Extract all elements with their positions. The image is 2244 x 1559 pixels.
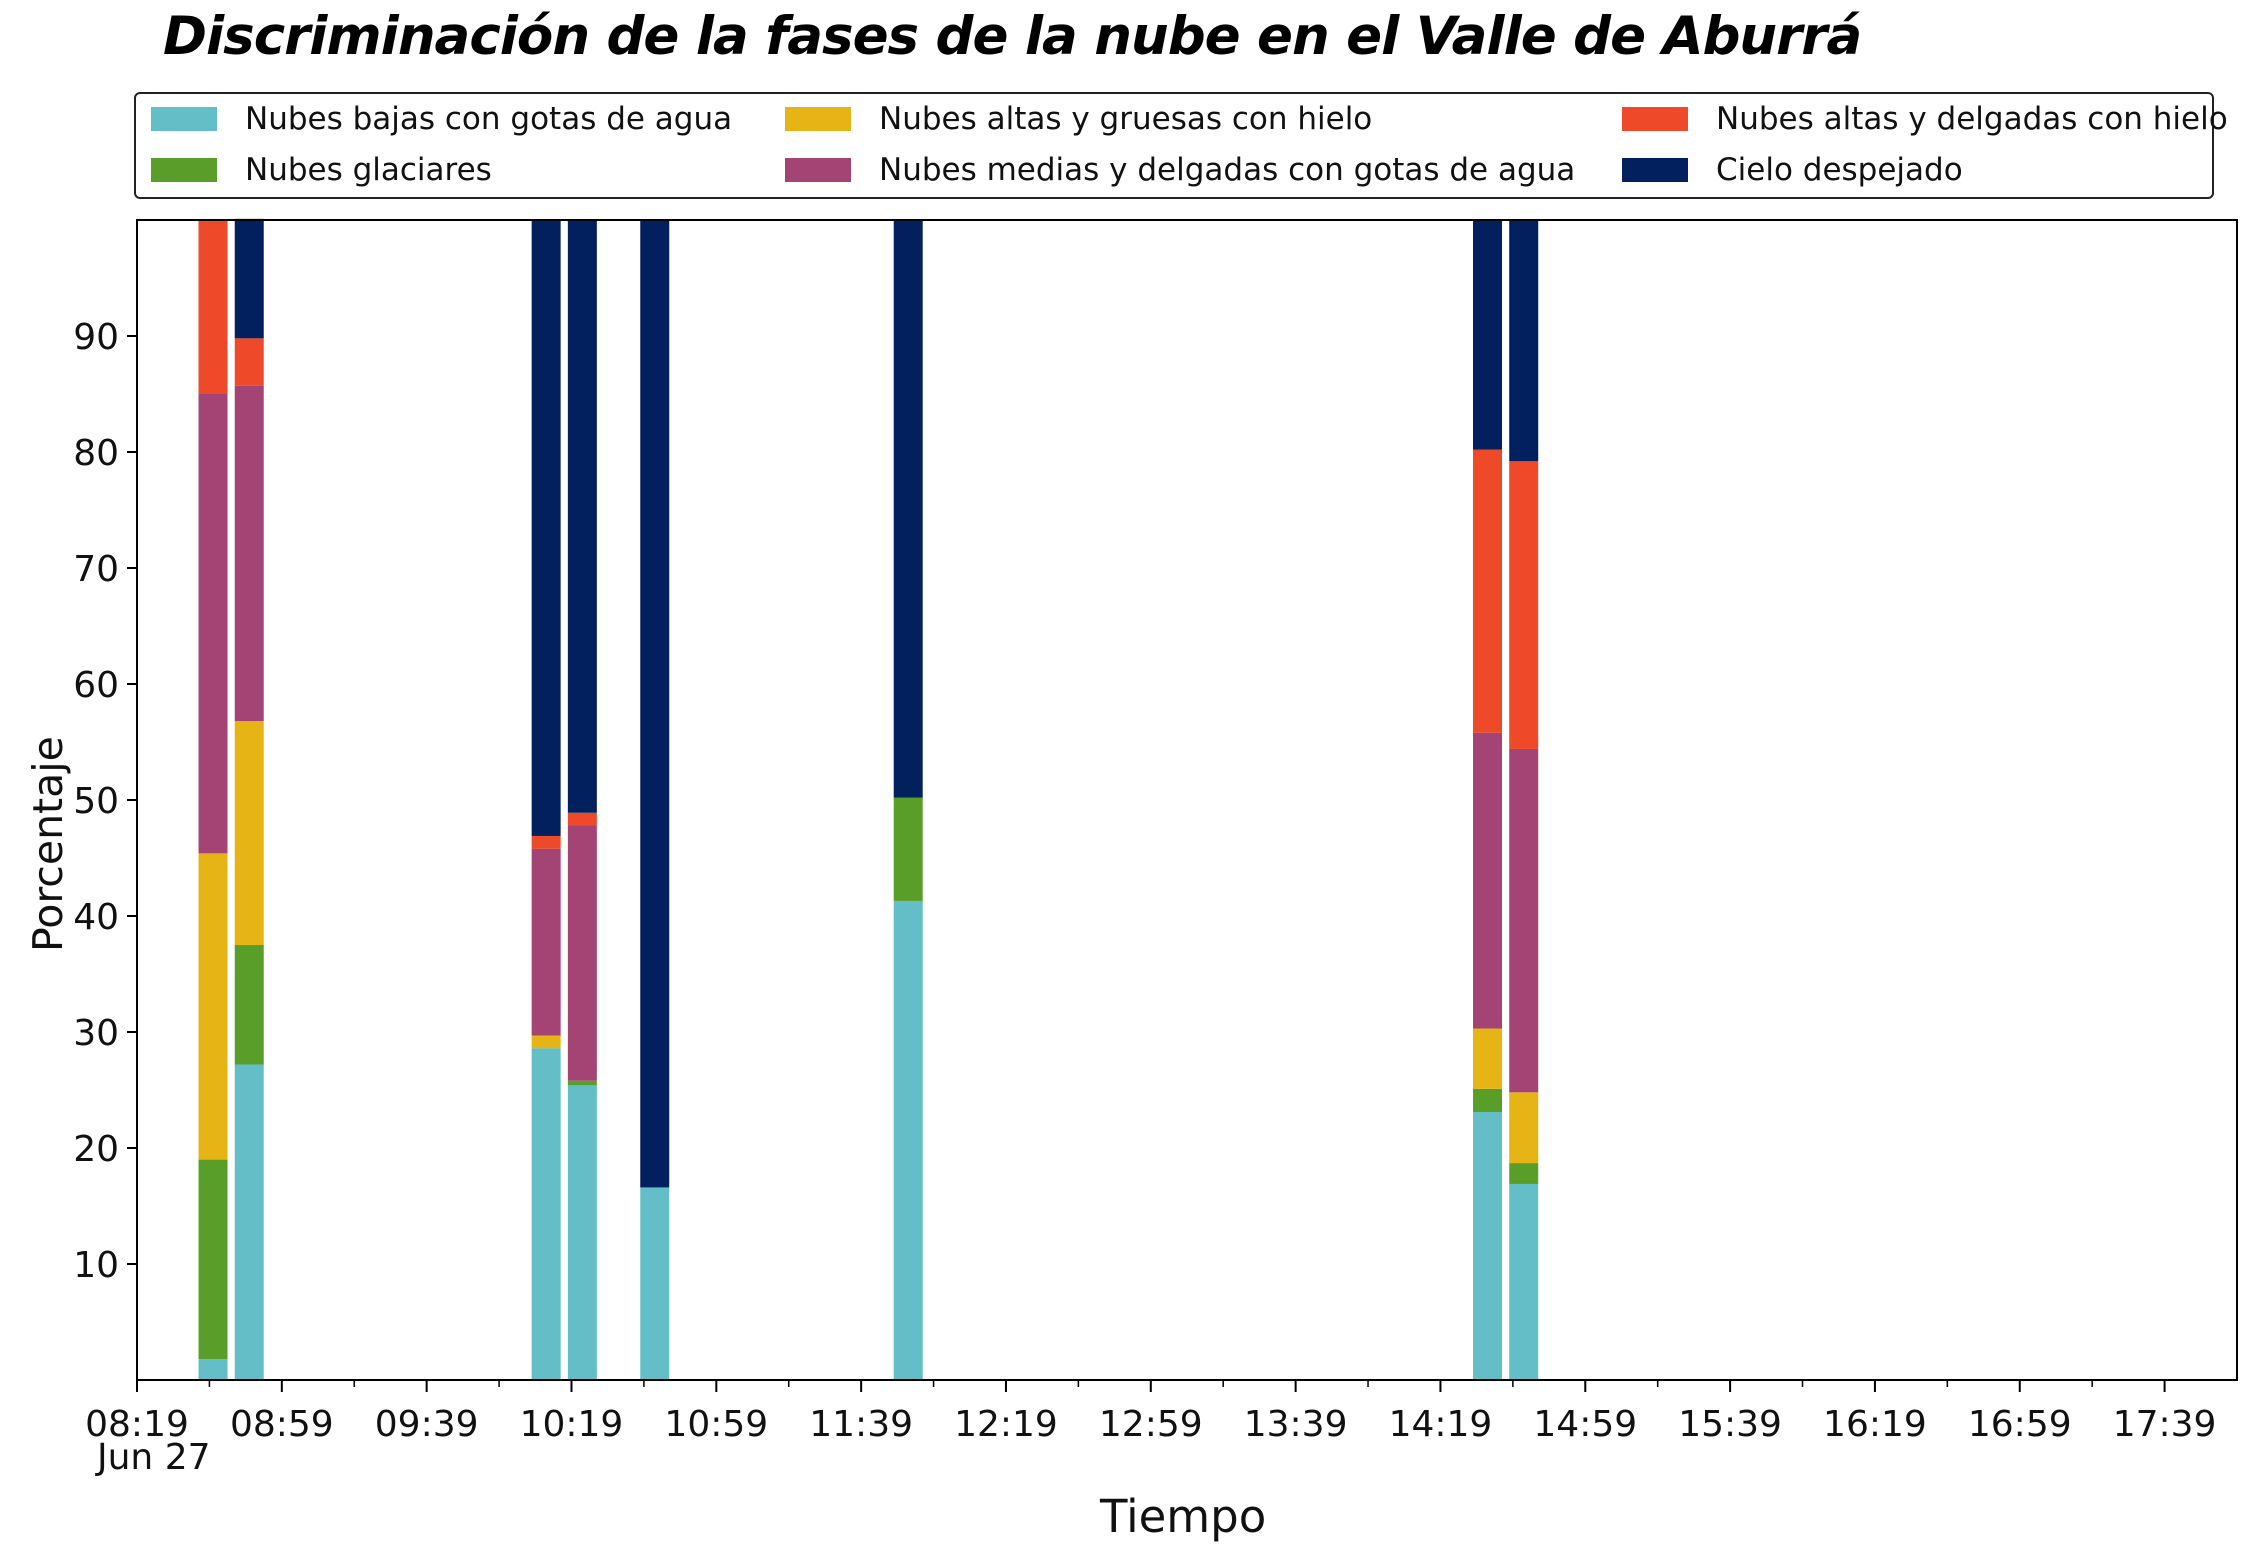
legend-swatch <box>785 158 851 182</box>
y-tick-label: 50 <box>73 781 119 822</box>
x-tick-label: 11:39 <box>809 1404 913 1445</box>
bar-segment <box>198 853 228 1160</box>
bar-segment <box>234 385 264 722</box>
bar-segment <box>198 394 228 854</box>
x-axis-label: Tiempo <box>1100 1490 1267 1543</box>
bar-segment <box>234 338 264 386</box>
y-tick-label: 90 <box>73 317 119 358</box>
bar-segment <box>640 1187 670 1380</box>
legend-swatch <box>1622 158 1688 182</box>
bar-segment <box>1509 220 1539 462</box>
legend-item: Nubes glaciares <box>151 150 492 190</box>
legend-label: Nubes medias y delgadas con gotas de agu… <box>879 152 1576 188</box>
y-tick-label: 10 <box>73 1245 119 1286</box>
x-tick-label: 16:19 <box>1823 1404 1927 1445</box>
y-tick-label: 80 <box>73 433 119 474</box>
bar-segment <box>1509 748 1539 1093</box>
bar-segment <box>567 1085 597 1380</box>
legend-item: Nubes altas y delgadas con hielo <box>1622 99 2228 139</box>
bar-segment <box>531 848 561 1036</box>
x-tick-label: 13:39 <box>1244 1404 1348 1445</box>
legend-swatch <box>1622 107 1688 131</box>
bar-segment <box>531 1048 561 1380</box>
y-tick-label: 30 <box>73 1013 119 1054</box>
legend-label: Nubes glaciares <box>245 152 492 188</box>
bar-segment <box>234 218 264 339</box>
bar-segment <box>531 835 561 849</box>
bar-segment <box>1473 732 1503 1029</box>
y-tick-label: 70 <box>73 549 119 590</box>
bar-segment <box>198 1359 228 1380</box>
bar-segment <box>567 825 597 1081</box>
chart-title: Discriminación de la fases de la nube en… <box>163 6 1862 67</box>
legend-item: Nubes bajas con gotas de agua <box>151 99 732 139</box>
y-tick-label: 20 <box>73 1129 119 1170</box>
legend-swatch <box>785 107 851 131</box>
legend-label: Nubes altas y gruesas con hielo <box>879 101 1373 137</box>
x-tick-label: 12:19 <box>954 1404 1058 1445</box>
x-tick-label: 08:19 <box>85 1404 189 1445</box>
bar-segment <box>893 797 923 901</box>
bar-segment <box>198 220 228 394</box>
bar-segment <box>234 945 264 1065</box>
plot-frame <box>136 219 2238 1381</box>
bar-segment <box>567 220 597 813</box>
bar-segment <box>893 900 923 1380</box>
legend-item: Nubes medias y delgadas con gotas de agu… <box>785 150 1575 190</box>
legend-label: Cielo despejado <box>1716 152 1963 188</box>
bar-segment <box>1473 449 1503 733</box>
y-axis-label: Porcentaje <box>24 736 72 952</box>
y-tick-label: 60 <box>73 665 119 706</box>
x-tick-label: 12:59 <box>1099 1404 1203 1445</box>
x-tick-label: 14:19 <box>1389 1404 1493 1445</box>
y-tick-label: 40 <box>73 897 119 938</box>
legend: Nubes bajas con gotas de agua Nubes glaci… <box>134 92 2228 199</box>
x-tick-label: 14:59 <box>1533 1404 1637 1445</box>
bar-segment <box>1509 1092 1539 1164</box>
legend-swatch <box>151 158 217 182</box>
x-tick-label: 16:59 <box>1968 1404 2072 1445</box>
bar-segment <box>567 812 597 826</box>
bar-segment <box>640 220 670 1188</box>
bar-segment <box>567 1080 597 1086</box>
x-tick-label: 15:39 <box>1678 1404 1782 1445</box>
x-date-label: Jun 27 <box>97 1437 211 1478</box>
bar-segment <box>893 220 923 798</box>
x-tick-label: 10:59 <box>664 1404 768 1445</box>
x-tick-label: 08:59 <box>230 1404 334 1445</box>
bar-segment <box>1509 461 1539 749</box>
bar-segment <box>1473 1112 1503 1380</box>
bar-segment <box>198 1159 228 1360</box>
x-tick-label: 10:19 <box>520 1404 624 1445</box>
legend-label: Nubes altas y delgadas con hielo <box>1716 101 2228 137</box>
bar-segment <box>531 1035 561 1049</box>
bar-segment <box>234 1064 264 1380</box>
bar-segment <box>1473 220 1503 450</box>
bar-segment <box>1473 1088 1503 1113</box>
legend-item: Cielo despejado <box>1622 150 1963 190</box>
legend-swatch <box>151 107 217 131</box>
bar-segment <box>1509 1183 1539 1380</box>
x-tick-label: 17:39 <box>2113 1404 2217 1445</box>
x-tick-label: 09:39 <box>375 1404 479 1445</box>
legend-item: Nubes altas y gruesas con hielo <box>785 99 1372 139</box>
bar-segment <box>531 220 561 836</box>
legend-label: Nubes bajas con gotas de agua <box>245 101 733 137</box>
bar-segment <box>234 721 264 945</box>
bar-segment <box>1473 1028 1503 1089</box>
bar-segment <box>1509 1163 1539 1184</box>
